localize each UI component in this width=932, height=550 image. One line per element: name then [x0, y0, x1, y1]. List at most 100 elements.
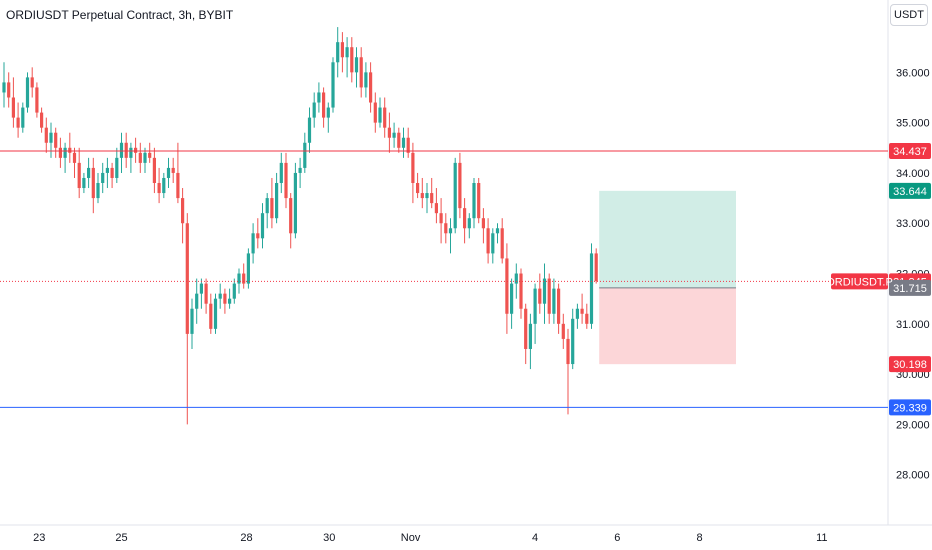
candle-body — [561, 323, 565, 339]
candle-body — [58, 147, 62, 158]
x-tick-label: 30 — [323, 532, 335, 544]
currency-button[interactable]: USDT — [890, 4, 928, 26]
candle-body — [209, 303, 213, 329]
candle-body — [505, 258, 509, 314]
candle-body — [204, 283, 208, 304]
candle-body — [430, 193, 434, 204]
entry-price-badge-text: 31.715 — [893, 283, 927, 295]
candle-body — [373, 102, 377, 123]
candle-body — [350, 47, 354, 73]
x-tick-label: 6 — [614, 532, 620, 544]
y-tick-label: 36.000 — [896, 67, 930, 79]
candle-body — [547, 278, 551, 314]
candle-body — [251, 233, 255, 254]
candle-body — [115, 157, 119, 178]
candle-body — [157, 183, 161, 194]
candle-body — [265, 198, 269, 214]
candle-body — [228, 298, 232, 304]
candle-body — [21, 107, 25, 128]
candle-body — [30, 77, 34, 88]
candle-body — [72, 152, 77, 163]
candle-body — [152, 157, 156, 183]
candle-body — [528, 323, 532, 349]
candle-body — [495, 228, 500, 234]
y-tick-label: 29.000 — [896, 419, 930, 431]
y-tick-label: 31.000 — [896, 319, 930, 331]
candle-body — [481, 218, 485, 229]
candle-body — [185, 223, 189, 334]
candle-body — [166, 167, 171, 178]
candle-body — [256, 233, 260, 239]
candle-body — [91, 167, 95, 199]
candle-body — [101, 172, 105, 183]
candle-body — [293, 172, 297, 234]
candle-body — [434, 203, 438, 214]
x-tick-label: 8 — [697, 532, 703, 544]
candle-body — [237, 273, 241, 284]
profit-zone[interactable] — [599, 190, 736, 288]
candle-body — [232, 283, 236, 299]
candle-body — [49, 132, 53, 143]
candle-body — [105, 167, 109, 173]
candle-body — [87, 167, 91, 178]
stop-price-badge-text: 30.198 — [893, 359, 927, 371]
candle-body — [387, 127, 391, 138]
x-tick-label: 11 — [816, 532, 827, 544]
y-tick-label: 33.000 — [896, 218, 930, 230]
candle-body — [134, 147, 138, 153]
candle-body — [129, 147, 133, 158]
candle-body — [425, 193, 429, 199]
candle-body — [16, 117, 20, 128]
candle-body — [336, 42, 340, 63]
candle-body — [463, 208, 467, 229]
candle-body — [270, 198, 274, 219]
candle-body — [195, 293, 199, 309]
x-tick-label: 25 — [115, 532, 127, 544]
candle-body — [453, 162, 457, 229]
candle-body — [25, 77, 30, 108]
stop-price-badge — [889, 356, 931, 373]
candle-body — [354, 57, 359, 73]
candle-body — [322, 92, 326, 118]
candle-body — [571, 318, 575, 365]
candle-body — [181, 198, 185, 224]
candle-body — [77, 162, 81, 189]
candle-body — [218, 293, 222, 299]
resistance-price-badge-text: 34.437 — [893, 146, 927, 158]
candle-body — [279, 162, 283, 183]
candle-body — [510, 283, 514, 314]
candle-body — [557, 288, 561, 324]
candle-body — [63, 147, 67, 158]
candle-body — [345, 47, 349, 58]
chart-title: ORDIUSDT Perpetual Contract, 3h, BYBIT — [6, 8, 234, 22]
symbol-badge — [831, 273, 888, 290]
candle-body — [82, 177, 86, 189]
candle-body — [143, 152, 147, 163]
candle-body — [575, 308, 579, 319]
candle-body — [326, 107, 330, 118]
candle-body — [359, 57, 363, 88]
candle-body — [491, 233, 495, 254]
candle-body — [11, 97, 15, 118]
candle-body — [397, 132, 401, 148]
candle-body — [420, 193, 424, 199]
candle-body — [312, 102, 316, 118]
entry-price-badge — [889, 279, 931, 296]
candle-body — [110, 167, 114, 178]
candle-body — [242, 273, 246, 284]
target-price-badge — [889, 182, 931, 199]
candle-body — [416, 183, 420, 194]
candle-body — [378, 107, 382, 123]
candle-body — [589, 253, 594, 324]
resistance-price-badge — [889, 142, 931, 159]
symbol-badge-text: ORDIUSDT.P — [826, 276, 893, 288]
candle-body — [340, 42, 344, 58]
candle-body — [148, 152, 152, 158]
candle-body — [514, 273, 518, 284]
candle-body — [289, 198, 293, 234]
loss-zone[interactable] — [599, 287, 736, 365]
candle-body — [594, 253, 598, 282]
candle-body — [284, 162, 288, 199]
y-tick-label: 35.000 — [896, 118, 930, 130]
